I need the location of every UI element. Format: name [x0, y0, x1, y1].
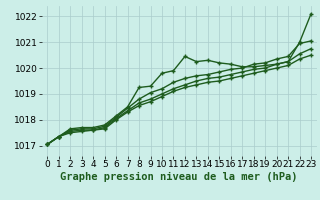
X-axis label: Graphe pression niveau de la mer (hPa): Graphe pression niveau de la mer (hPa)	[60, 172, 298, 182]
